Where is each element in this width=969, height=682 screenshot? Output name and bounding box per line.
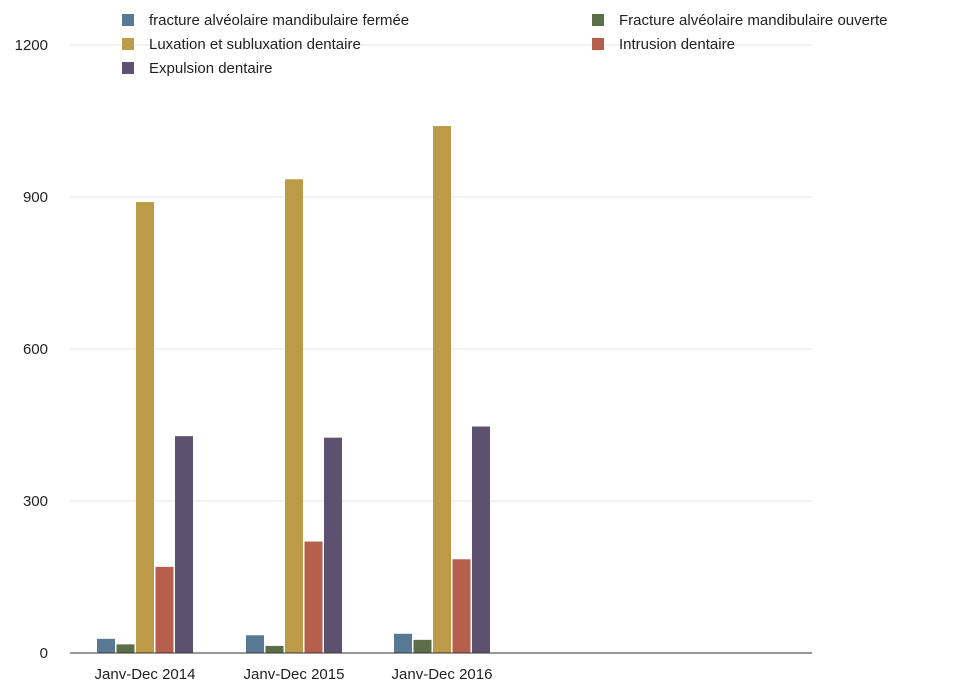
- bar: [265, 645, 284, 653]
- legend: fracture alvéolaire mandibulaire fermée F…: [122, 12, 887, 77]
- bar: [472, 426, 490, 653]
- x-tick-label: Janv-Dec 2016: [392, 666, 493, 682]
- legend-label: Intrusion dentaire: [619, 36, 735, 53]
- legend-swatch: [592, 14, 604, 26]
- bars: [97, 126, 490, 654]
- bar: [324, 437, 342, 653]
- bar: [304, 541, 323, 653]
- y-axis-ticks: 0 300 600 900 1200: [15, 37, 48, 662]
- bar: [155, 566, 174, 653]
- y-tick-label: 0: [40, 645, 48, 662]
- legend-label: fracture alvéolaire mandibulaire fermée: [149, 12, 409, 29]
- y-tick-label: 300: [23, 493, 48, 510]
- bar: [413, 639, 432, 653]
- legend-swatch: [122, 62, 134, 74]
- y-tick-label: 1200: [15, 37, 48, 54]
- legend-label: Luxation et subluxation dentaire: [149, 36, 361, 53]
- x-axis-ticks: Janv-Dec 2014 Janv-Dec 2015 Janv-Dec 2016: [95, 666, 493, 682]
- y-tick-label: 600: [23, 341, 48, 358]
- bar: [246, 635, 264, 653]
- bar: [394, 633, 412, 653]
- bar: [136, 202, 154, 654]
- bar: [285, 179, 303, 653]
- legend-swatch: [122, 14, 134, 26]
- legend-label: Expulsion dentaire: [149, 60, 272, 77]
- bar: [452, 559, 471, 653]
- x-tick-label: Janv-Dec 2015: [244, 666, 345, 682]
- y-tick-label: 900: [23, 189, 48, 206]
- bar: [97, 638, 115, 653]
- legend-swatch: [592, 38, 604, 50]
- x-tick-label: Janv-Dec 2014: [95, 666, 196, 682]
- bar: [116, 644, 135, 653]
- legend-swatch: [122, 38, 134, 50]
- legend-label: Fracture alvéolaire mandibulaire ouverte: [619, 12, 887, 29]
- bar: [175, 436, 193, 653]
- bar: [433, 126, 451, 654]
